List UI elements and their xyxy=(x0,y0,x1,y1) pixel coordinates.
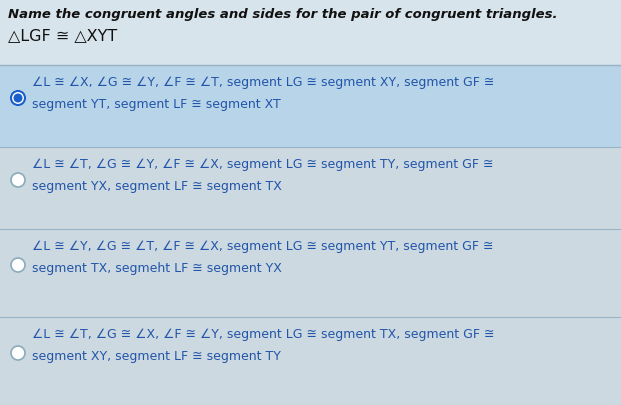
Circle shape xyxy=(11,346,25,360)
Bar xyxy=(0,391,621,405)
Circle shape xyxy=(11,92,25,106)
Text: ∠L ≅ ∠Y, ∠G ≅ ∠T, ∠F ≅ ∠X, segment LG ≅ segment YT, segment GF ≅: ∠L ≅ ∠Y, ∠G ≅ ∠T, ∠F ≅ ∠X, segment LG ≅ … xyxy=(32,239,494,252)
Bar xyxy=(0,84,621,98)
Bar xyxy=(0,112,621,126)
Text: ∠L ≅ ∠T, ∠G ≅ ∠X, ∠F ≅ ∠Y, segment LG ≅ segment TX, segment GF ≅: ∠L ≅ ∠T, ∠G ≅ ∠X, ∠F ≅ ∠Y, segment LG ≅ … xyxy=(32,327,494,340)
Bar xyxy=(0,66,621,148)
Text: ∠L ≅ ∠X, ∠G ≅ ∠Y, ∠F ≅ ∠T, segment LG ≅ segment XY, segment GF ≅: ∠L ≅ ∠X, ∠G ≅ ∠Y, ∠F ≅ ∠T, segment LG ≅ … xyxy=(32,76,494,89)
Bar xyxy=(0,230,621,317)
Bar xyxy=(0,168,621,181)
Circle shape xyxy=(14,94,22,103)
Bar xyxy=(0,279,621,293)
Bar xyxy=(0,335,621,349)
Text: ∠L ≅ ∠T, ∠G ≅ ∠Y, ∠F ≅ ∠X, segment LG ≅ segment TY, segment GF ≅: ∠L ≅ ∠T, ∠G ≅ ∠Y, ∠F ≅ ∠X, segment LG ≅ … xyxy=(32,158,494,171)
Bar xyxy=(0,196,621,209)
Text: △LGF ≅ △XYT: △LGF ≅ △XYT xyxy=(8,28,117,43)
Bar xyxy=(0,0,621,14)
Circle shape xyxy=(11,174,25,188)
Bar xyxy=(0,0,621,66)
Text: segment XY, segment LF ≅ segment TY: segment XY, segment LF ≅ segment TY xyxy=(32,349,281,362)
Bar xyxy=(0,252,621,265)
Bar xyxy=(0,224,621,237)
Bar xyxy=(0,363,621,377)
Bar xyxy=(0,148,621,230)
Bar xyxy=(0,140,621,153)
Circle shape xyxy=(11,258,25,272)
Text: Name the congruent angles and sides for the pair of congruent triangles.: Name the congruent angles and sides for … xyxy=(8,8,558,21)
Text: segment YX, segment LF ≅ segment TX: segment YX, segment LF ≅ segment TX xyxy=(32,179,282,192)
Bar xyxy=(0,56,621,70)
Bar xyxy=(0,307,621,321)
Bar xyxy=(0,317,621,405)
Bar xyxy=(0,28,621,42)
Text: segment TX, segmeht LF ≅ segment YX: segment TX, segmeht LF ≅ segment YX xyxy=(32,261,282,274)
Text: segment YT, segment LF ≅ segment XT: segment YT, segment LF ≅ segment XT xyxy=(32,98,281,111)
